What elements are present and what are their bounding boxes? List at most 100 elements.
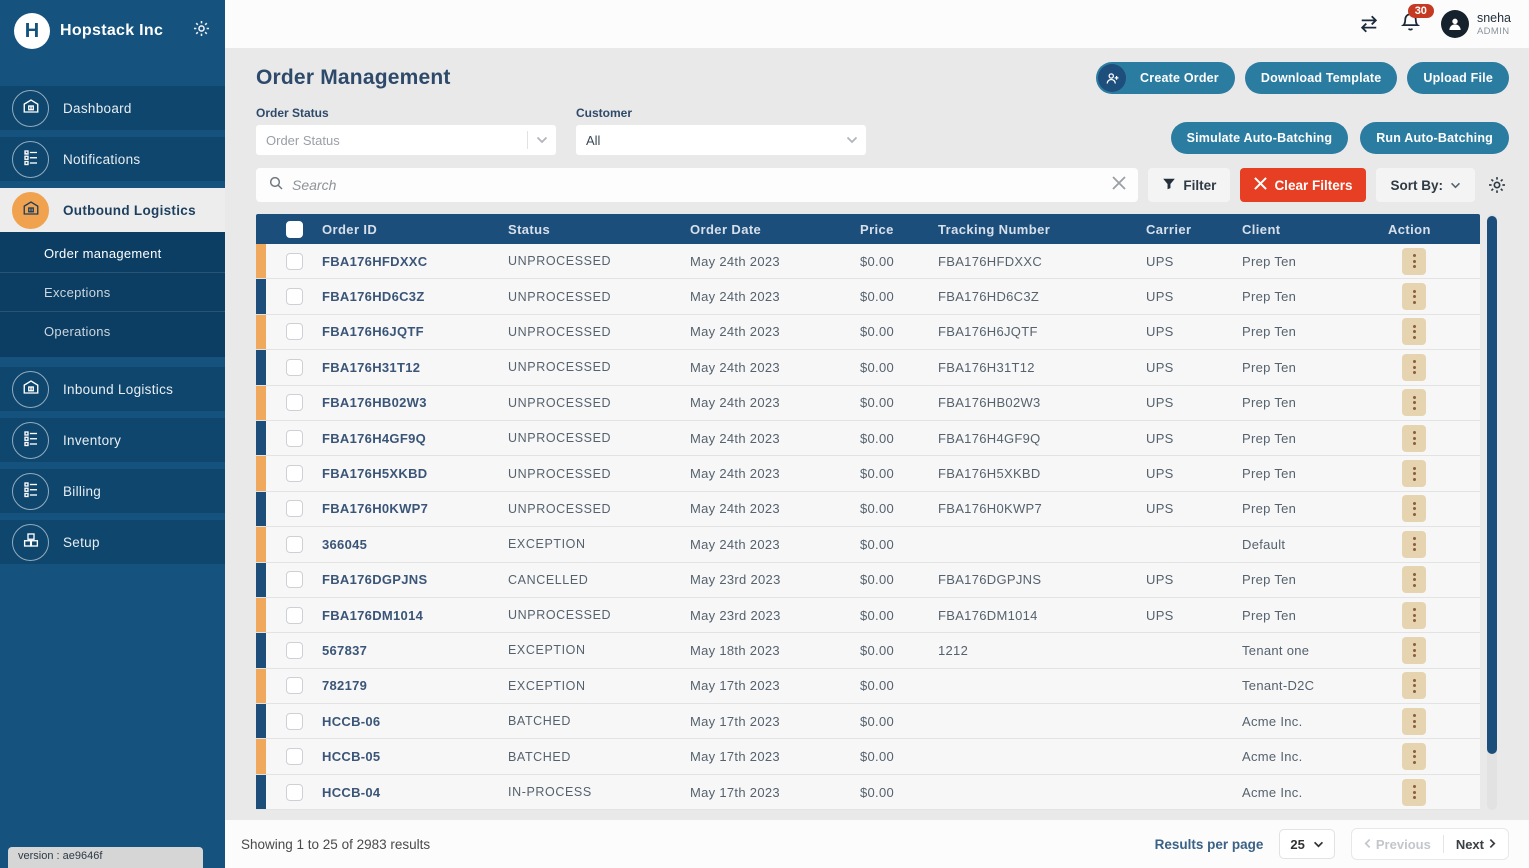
row-actions-button[interactable] [1402,353,1426,381]
order-id-cell[interactable]: FBA176H5XKBD [322,466,428,482]
sidebar-subitem-order-management[interactable]: Order management [0,234,225,273]
status-cell: UNPROCESSED [508,608,612,623]
row-status-stripe [256,704,266,739]
sidebar-item-notifications[interactable]: Notifications [0,137,225,181]
row-status-stripe [256,597,266,633]
row-actions-button[interactable] [1402,460,1426,488]
row-actions-button[interactable] [1402,636,1426,664]
order-id-cell[interactable]: 782179 [322,678,368,694]
price-cell: $0.00 [860,536,895,552]
create-order-button[interactable]: Create Order [1096,62,1235,94]
sidebar-item-setup[interactable]: Setup [0,520,225,564]
row-actions-button[interactable] [1402,389,1426,417]
sidebar-gear-icon[interactable] [192,19,211,43]
order-id-cell[interactable]: FBA176H6JQTF [322,324,424,340]
row-actions-button[interactable] [1402,318,1426,346]
row-checkbox[interactable] [285,606,303,624]
customer-select[interactable]: All [576,125,866,155]
row-checkbox[interactable] [285,252,303,270]
carrier-cell: UPS [1146,607,1174,623]
row-checkbox[interactable] [285,535,303,553]
table-scrollbar-thumb[interactable] [1487,216,1497,754]
row-checkbox[interactable] [285,783,303,801]
order-date-cell: May 17th 2023 [690,678,780,694]
price-cell: $0.00 [860,289,895,305]
switch-workspace-icon[interactable] [1358,14,1380,34]
row-checkbox[interactable] [285,571,303,589]
order-id-cell[interactable]: HCCB-06 [322,713,381,729]
sidebar-item-inventory[interactable]: Inventory [0,418,225,462]
order-id-cell[interactable]: FBA176HFDXXC [322,253,428,269]
row-checkbox[interactable] [285,748,303,766]
order-date-cell: May 17th 2023 [690,784,780,800]
row-actions-button[interactable] [1402,778,1426,806]
order-id-cell[interactable]: FBA176H0KWP7 [322,501,429,517]
row-status-stripe [256,420,266,456]
previous-page-button[interactable]: Previous [1352,829,1443,859]
next-page-button[interactable]: Next [1444,829,1508,859]
sidebar-item-dashboard[interactable]: Dashboard [0,86,225,130]
order-id-cell[interactable]: HCCB-05 [322,749,381,765]
row-checkbox[interactable] [285,358,303,376]
search-input[interactable] [292,177,1105,193]
warehouse-icon [22,199,40,222]
row-actions-button[interactable] [1402,530,1426,558]
client-cell: Prep Ten [1242,253,1297,269]
row-checkbox[interactable] [285,323,303,341]
row-checkbox[interactable] [285,712,303,730]
order-id-cell[interactable]: FBA176HD6C3Z [322,289,425,305]
carrier-cell: UPS [1146,430,1174,446]
row-actions-button[interactable] [1402,707,1426,735]
sort-by-button[interactable]: Sort By: [1376,168,1475,202]
row-status-stripe [256,350,266,385]
client-cell: Acme Inc. [1242,784,1303,800]
order-id-cell[interactable]: 567837 [322,642,368,658]
order-id-cell[interactable]: FBA176H4GF9Q [322,430,427,446]
order-id-cell[interactable]: FBA176H31T12 [322,359,421,375]
table-scrollbar-track[interactable] [1487,214,1497,810]
checklist-icon [22,480,40,503]
row-actions-button[interactable] [1402,424,1426,452]
row-actions-button[interactable] [1402,601,1426,629]
run-auto-batching-button[interactable]: Run Auto-Batching [1360,122,1509,154]
brand: H Hopstack Inc [0,0,225,60]
row-actions-button[interactable] [1402,566,1426,594]
row-checkbox[interactable] [285,429,303,447]
row-checkbox[interactable] [285,677,303,695]
sidebar-item-inbound-logistics[interactable]: Inbound Logistics [0,367,225,411]
row-actions-button[interactable] [1402,495,1426,523]
row-status-stripe [256,385,266,420]
results-per-page-select[interactable]: 25 [1279,829,1335,859]
order-id-cell[interactable]: 366045 [322,536,368,552]
notifications-bell[interactable]: 30 [1400,3,1434,38]
order-status-select[interactable]: Order Status [256,125,556,155]
row-checkbox[interactable] [285,465,303,483]
row-actions-button[interactable] [1402,743,1426,771]
clear-filters-button[interactable]: Clear Filters [1240,168,1367,202]
row-actions-button[interactable] [1402,247,1426,275]
row-checkbox[interactable] [285,500,303,518]
select-all-checkbox[interactable] [285,220,303,238]
sidebar-subitem-exceptions[interactable]: Exceptions [0,273,225,312]
order-id-cell[interactable]: HCCB-04 [322,784,381,800]
clear-search-icon[interactable] [1112,175,1127,195]
row-checkbox[interactable] [285,394,303,412]
user-menu[interactable]: sneha ADMIN [1440,10,1511,38]
simulate-auto-batching-button[interactable]: Simulate Auto-Batching [1170,122,1349,154]
download-template-button[interactable]: Download Template [1244,62,1398,94]
carrier-cell: UPS [1146,466,1174,482]
row-actions-button[interactable] [1402,283,1426,311]
sidebar-item-billing[interactable]: Billing [0,469,225,513]
sidebar-subitem-operations[interactable]: Operations [44,324,111,339]
order-id-cell[interactable]: FBA176HB02W3 [322,395,427,411]
row-checkbox[interactable] [285,288,303,306]
row-actions-button[interactable] [1402,672,1426,700]
order-id-cell[interactable]: FBA176DM1014 [322,607,424,623]
upload-file-button[interactable]: Upload File [1407,62,1509,94]
sidebar-item-outbound-logistics[interactable]: Outbound Logistics [0,188,225,232]
table-settings-gear-icon[interactable] [1485,175,1509,195]
filter-button[interactable]: Filter [1148,168,1231,202]
price-cell: $0.00 [860,749,895,765]
row-checkbox[interactable] [285,641,303,659]
order-id-cell[interactable]: FBA176DGPJNS [322,572,428,588]
